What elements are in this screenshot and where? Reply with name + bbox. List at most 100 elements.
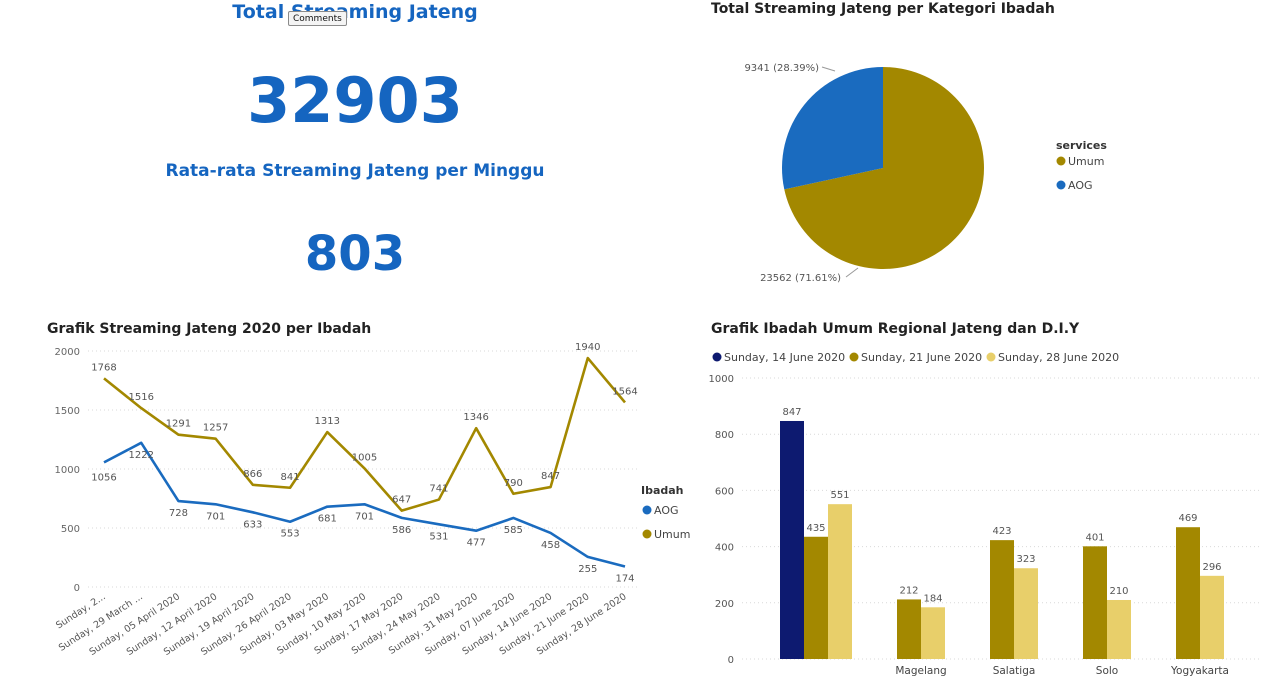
bar-data-label: 212: [899, 585, 918, 596]
line-data-label: 1346: [463, 412, 488, 423]
pie-slice-aog: [782, 67, 883, 190]
bar-data-label: 184: [923, 593, 942, 604]
bar-magelang-series-3: [921, 607, 945, 659]
total-streaming-value: 32903: [247, 64, 463, 137]
bar-data-label: 296: [1202, 562, 1221, 573]
line-data-label: 701: [355, 511, 374, 522]
line-data-label: 633: [243, 519, 262, 530]
line-legend-marker-umum: [642, 529, 652, 539]
bar-group-1-series-3: [828, 504, 852, 659]
line-legend-label: Umum: [654, 528, 690, 541]
bar-legend-marker: [712, 352, 722, 362]
line-y-tick-label: 1000: [55, 465, 80, 476]
bar-salatiga-series-3: [1014, 568, 1038, 659]
line-data-label: 1222: [128, 450, 153, 461]
bar-legend-label: Sunday, 14 June 2020: [724, 351, 845, 364]
pie-legend-label: AOG: [1068, 179, 1093, 192]
bar-salatiga-series-2: [990, 540, 1014, 659]
line-data-label: 553: [281, 529, 300, 540]
pie-legend-marker-aog: [1056, 180, 1066, 190]
line-chart-title: Grafik Streaming Jateng 2020 per Ibadah: [47, 321, 372, 337]
line-data-label: 174: [615, 573, 634, 584]
bar-legend-label: Sunday, 21 June 2020: [861, 351, 982, 364]
line-series-umum: [103, 356, 626, 512]
bar-data-label: 551: [830, 490, 849, 501]
bar-y-tick-label: 400: [715, 543, 734, 554]
bar-yogyakarta-series-2: [1176, 527, 1200, 659]
pie-chart-title: Total Streaming Jateng per Kategori Ibad…: [711, 1, 1055, 17]
line-data-label: 531: [429, 531, 448, 542]
bar-y-tick-label: 0: [728, 655, 734, 666]
pie-data-label: 23562 (71.61%): [760, 273, 841, 284]
line-data-label: 585: [504, 525, 523, 536]
line-data-label: 1056: [91, 472, 116, 483]
line-data-label: 841: [281, 472, 300, 483]
bar-x-tick-label: Magelang: [895, 665, 946, 677]
line-data-label: 701: [206, 511, 225, 522]
bar-chart-title: Grafik Ibadah Umum Regional Jateng dan D…: [711, 321, 1080, 337]
bar-data-label: 469: [1178, 513, 1197, 524]
bar-x-tick-label: Solo: [1096, 665, 1118, 677]
line-y-tick-label: 1500: [55, 406, 80, 417]
average-streaming-title: Rata-rata Streaming Jateng per Minggu: [165, 161, 545, 181]
pie-legend-title: services: [1056, 139, 1107, 152]
comments-button[interactable]: Comments: [288, 11, 347, 26]
line-y-tick-label: 500: [61, 524, 80, 535]
bar-magelang-series-2: [897, 599, 921, 659]
bar-y-tick-label: 600: [715, 486, 734, 497]
pie-slice-umum: [784, 67, 984, 269]
pie-legend-marker-umum: [1056, 156, 1066, 166]
line-data-label: 1313: [315, 416, 340, 427]
line-data-label: 728: [169, 508, 188, 519]
line-data-label: 1564: [612, 386, 637, 397]
line-y-tick-label: 0: [74, 583, 80, 594]
bar-legend-marker: [849, 352, 859, 362]
bar-data-label: 435: [806, 523, 825, 534]
bar-legend-label: Sunday, 28 June 2020: [998, 351, 1119, 364]
bar-data-label: 423: [992, 526, 1011, 537]
pie-chart: 23562 (71.61%) 9341 (28.39%) services Umum A…: [744, 63, 1107, 284]
bar-group-1-series-2: [804, 536, 828, 659]
line-data-label: 866: [243, 469, 262, 480]
line-data-label: 586: [392, 525, 411, 536]
pie-data-label: 9341 (28.39%): [744, 63, 819, 74]
bar-y-tick-label: 1000: [709, 374, 734, 385]
bar-y-tick-label: 200: [715, 599, 734, 610]
bar-x-tick-label: Yogyakarta: [1170, 665, 1229, 677]
line-data-label: 1005: [352, 452, 377, 463]
line-data-label: 1768: [91, 362, 116, 373]
bar-chart: Sunday, 14 June 2020 Sunday, 21 June 2020…: [709, 351, 1262, 677]
bar-y-tick-label: 800: [715, 430, 734, 441]
line-series-aog: [103, 441, 626, 568]
bar-data-label: 401: [1085, 532, 1104, 543]
line-legend-label: AOG: [654, 504, 679, 517]
pie-legend-label: Umum: [1068, 155, 1104, 168]
line-data-label: 741: [429, 484, 448, 495]
line-data-label: 1257: [203, 423, 228, 434]
line-data-label: 647: [392, 495, 411, 506]
line-data-label: 458: [541, 540, 560, 551]
line-data-label: 1516: [128, 392, 153, 403]
pie-label-leader: [821, 66, 836, 72]
line-data-label: 1940: [575, 342, 600, 353]
average-streaming-value: 803: [304, 226, 406, 282]
line-legend-title: Ibadah: [641, 484, 684, 497]
bar-group-1-series-1: [780, 420, 804, 659]
line-data-label: 1291: [166, 419, 191, 430]
pie-label-leader: [845, 267, 859, 278]
bar-yogyakarta-series-3: [1200, 575, 1224, 659]
line-legend-marker-aog: [642, 505, 652, 515]
bar-solo-series-3: [1107, 599, 1131, 659]
line-data-label: 477: [467, 538, 486, 549]
bar-data-label: 210: [1109, 586, 1128, 597]
line-data-label: 255: [578, 564, 597, 575]
line-data-label: 847: [541, 471, 560, 482]
line-data-label: 681: [318, 514, 337, 525]
bar-solo-series-2: [1083, 546, 1107, 659]
bar-legend-marker: [986, 352, 996, 362]
line-data-label: 790: [504, 478, 523, 489]
bar-x-tick-label: Salatiga: [993, 665, 1036, 677]
bar-data-label: 323: [1016, 554, 1035, 565]
